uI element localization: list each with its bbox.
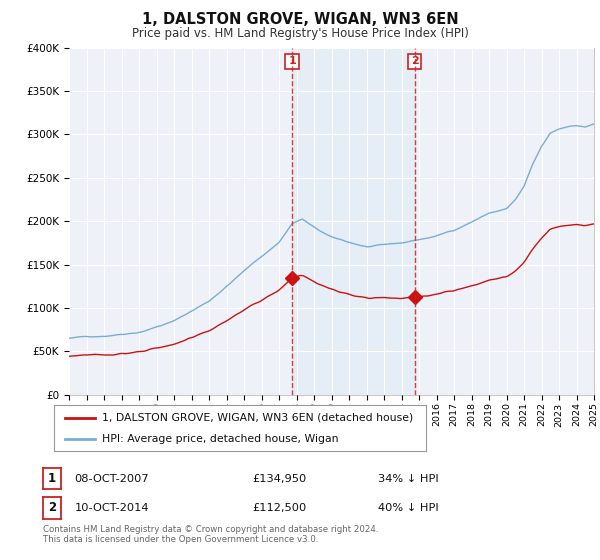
Text: 2: 2 [48,501,56,515]
Text: 34% ↓ HPI: 34% ↓ HPI [378,474,439,484]
Text: 1: 1 [48,472,56,486]
Text: £112,500: £112,500 [252,503,306,513]
Text: 1, DALSTON GROVE, WIGAN, WN3 6EN (detached house): 1, DALSTON GROVE, WIGAN, WN3 6EN (detach… [103,413,413,423]
Text: 08-OCT-2007: 08-OCT-2007 [74,474,149,484]
Text: HPI: Average price, detached house, Wigan: HPI: Average price, detached house, Wiga… [103,435,339,444]
Text: 10-OCT-2014: 10-OCT-2014 [74,503,149,513]
Text: 40% ↓ HPI: 40% ↓ HPI [378,503,439,513]
Text: £134,950: £134,950 [252,474,306,484]
Text: Contains HM Land Registry data © Crown copyright and database right 2024.
This d: Contains HM Land Registry data © Crown c… [43,525,379,544]
Text: Price paid vs. HM Land Registry's House Price Index (HPI): Price paid vs. HM Land Registry's House … [131,27,469,40]
Bar [292,48,415,395]
Text: 1: 1 [288,57,296,66]
Text: 2: 2 [411,57,419,66]
Text: 1, DALSTON GROVE, WIGAN, WN3 6EN: 1, DALSTON GROVE, WIGAN, WN3 6EN [142,12,458,27]
